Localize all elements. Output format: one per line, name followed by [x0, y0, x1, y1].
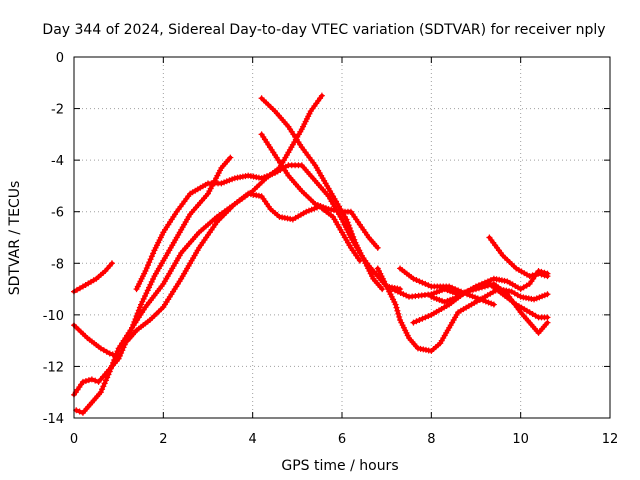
- y-tick-label: -12: [43, 360, 64, 375]
- x-tick-label: 8: [427, 432, 435, 447]
- chart-title: Day 344 of 2024, Sidereal Day-to-day VTE…: [42, 22, 605, 38]
- series-arc-5: [124, 190, 363, 344]
- x-tick-label: 4: [249, 432, 257, 447]
- y-tick-label: -4: [51, 154, 64, 169]
- series-line: [125, 191, 362, 343]
- series-arc-14: [486, 234, 551, 280]
- x-axis-label: GPS time / hours: [281, 458, 398, 474]
- series-markers: [71, 260, 115, 295]
- series-arc-3: [71, 154, 234, 398]
- series-markers: [124, 190, 363, 344]
- series-arc-13: [428, 268, 551, 305]
- series-arc-1: [71, 260, 115, 295]
- series-markers: [258, 131, 381, 251]
- x-tick-label: 6: [338, 432, 346, 447]
- y-tick-label: 0: [56, 51, 64, 66]
- y-tick-label: -14: [43, 412, 64, 427]
- series-line: [259, 132, 380, 250]
- x-tick-label: 2: [159, 432, 167, 447]
- axis-ticks: 0 2 4 6 8 10 12 0 -2 -4 -6 -8 -10 -12 -14: [43, 51, 619, 447]
- y-tick-label: -8: [51, 257, 64, 272]
- series-markers: [71, 154, 234, 398]
- series-markers: [258, 95, 386, 293]
- y-tick-label: -6: [51, 206, 64, 221]
- series-markers: [486, 234, 551, 280]
- series-arc-7: [258, 95, 386, 293]
- series-arc-2: [71, 322, 122, 360]
- plot-frame: [73, 56, 611, 419]
- y-tick-label: -2: [51, 103, 64, 118]
- x-tick-label: 12: [602, 432, 619, 447]
- series-markers: [73, 92, 325, 416]
- x-tick-label: 10: [512, 432, 529, 447]
- series-arc-4: [73, 92, 325, 416]
- series-arc-8: [258, 131, 381, 251]
- data-series: [71, 92, 551, 416]
- x-tick-label: 0: [70, 432, 78, 447]
- y-axis-label: SDTVAR / TECUs: [7, 181, 23, 296]
- y-tick-label: -10: [43, 309, 64, 324]
